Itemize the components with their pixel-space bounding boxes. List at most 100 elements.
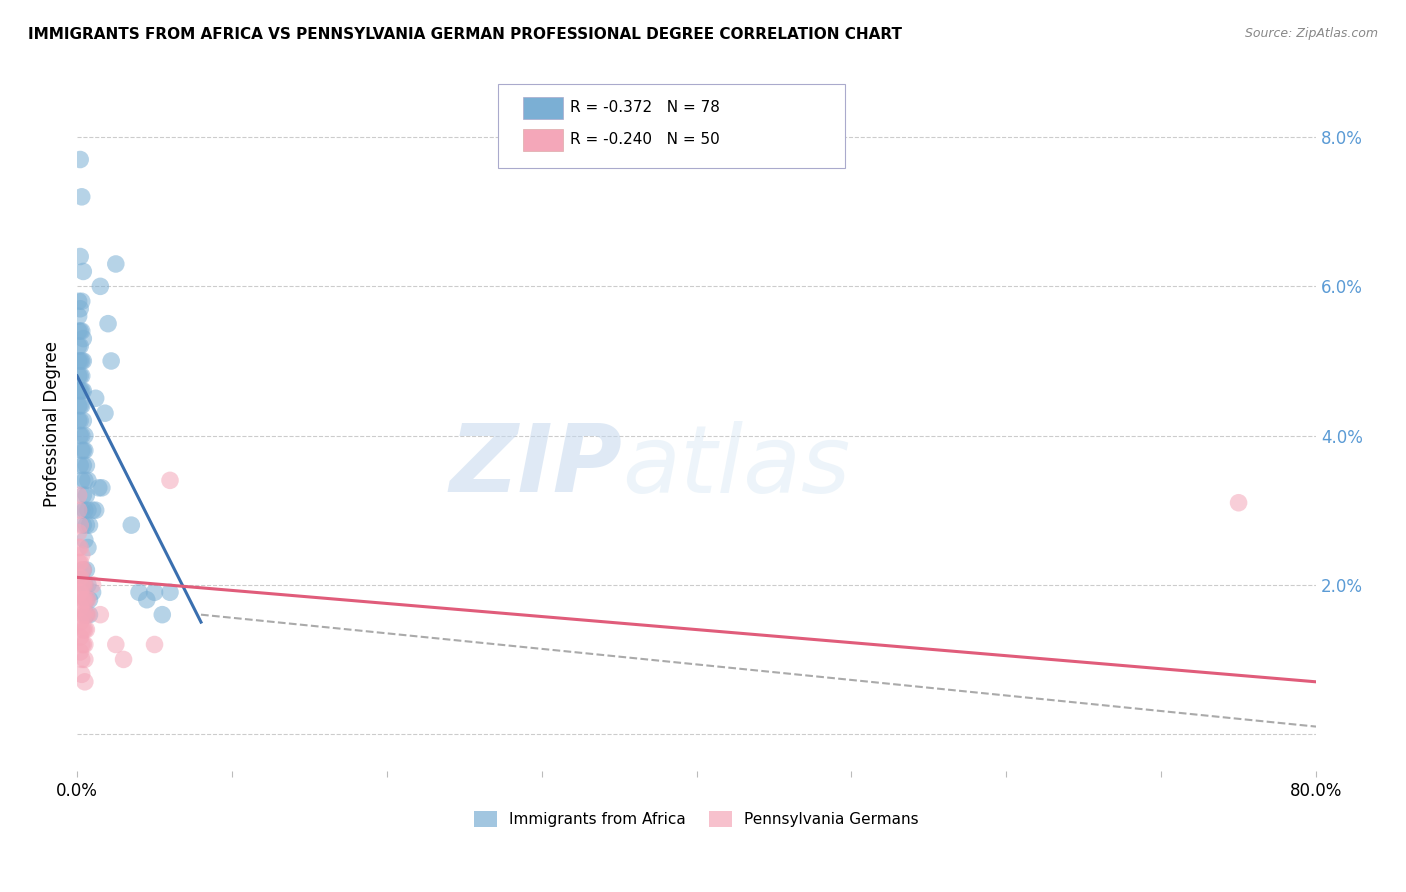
- Point: [70, 190, 93, 204]
- Point: [77, 541, 100, 555]
- Point: [75, 607, 97, 622]
- Point: [69, 250, 91, 264]
- Point: [82, 503, 104, 517]
- Point: [77, 503, 100, 517]
- Point: [70, 592, 93, 607]
- Point: [70, 607, 93, 622]
- Point: [75, 607, 97, 622]
- Point: [72, 563, 94, 577]
- Point: [82, 585, 104, 599]
- Point: [73, 428, 96, 442]
- Point: [75, 592, 97, 607]
- Point: [75, 518, 97, 533]
- Point: [72, 443, 94, 458]
- Point: [104, 257, 127, 271]
- Point: [67, 384, 90, 398]
- Point: [120, 518, 142, 533]
- Point: [73, 592, 96, 607]
- Point: [143, 585, 166, 599]
- Point: [70, 384, 93, 398]
- Point: [112, 652, 135, 666]
- Point: [90, 481, 112, 495]
- Point: [1227, 496, 1250, 510]
- Point: [77, 592, 100, 607]
- Point: [70, 443, 93, 458]
- Point: [72, 264, 94, 278]
- Point: [75, 623, 97, 637]
- Point: [69, 615, 91, 629]
- Point: [69, 585, 91, 599]
- Point: [70, 667, 93, 681]
- Point: [72, 488, 94, 502]
- Point: [89, 279, 111, 293]
- Point: [70, 399, 93, 413]
- Point: [67, 570, 90, 584]
- Point: [67, 503, 90, 517]
- Point: [75, 488, 97, 502]
- Text: ZIP: ZIP: [450, 420, 623, 512]
- Point: [73, 674, 96, 689]
- Point: [72, 578, 94, 592]
- Point: [67, 294, 90, 309]
- Point: [77, 607, 100, 622]
- Point: [67, 525, 90, 540]
- Point: [72, 414, 94, 428]
- Point: [72, 607, 94, 622]
- Point: [70, 623, 93, 637]
- Point: [69, 301, 91, 316]
- Point: [67, 414, 90, 428]
- Point: [73, 578, 96, 592]
- Point: [69, 556, 91, 570]
- Point: [67, 488, 90, 502]
- Point: [82, 578, 104, 592]
- Point: [72, 332, 94, 346]
- Point: [84, 392, 107, 406]
- Point: [67, 339, 90, 353]
- Point: [77, 474, 100, 488]
- Point: [70, 578, 93, 592]
- Point: [89, 607, 111, 622]
- Point: [67, 324, 90, 338]
- Point: [72, 623, 94, 637]
- Point: [72, 592, 94, 607]
- Point: [143, 638, 166, 652]
- Point: [104, 638, 127, 652]
- Point: [70, 324, 93, 338]
- Point: [72, 384, 94, 398]
- Point: [97, 317, 120, 331]
- Point: [100, 354, 122, 368]
- Point: [77, 578, 100, 592]
- Point: [69, 399, 91, 413]
- Point: [67, 556, 90, 570]
- Point: [69, 368, 91, 383]
- Point: [72, 518, 94, 533]
- Point: [72, 563, 94, 577]
- Point: [128, 585, 150, 599]
- FancyBboxPatch shape: [498, 85, 845, 168]
- Text: IMMIGRANTS FROM AFRICA VS PENNSYLVANIA GERMAN PROFESSIONAL DEGREE CORRELATION CH: IMMIGRANTS FROM AFRICA VS PENNSYLVANIA G…: [28, 27, 903, 42]
- Point: [67, 585, 90, 599]
- Point: [94, 406, 117, 420]
- Point: [69, 153, 91, 167]
- Point: [69, 384, 91, 398]
- Point: [150, 607, 173, 622]
- Point: [73, 474, 96, 488]
- Point: [73, 652, 96, 666]
- Point: [69, 414, 91, 428]
- Point: [67, 354, 90, 368]
- Point: [73, 503, 96, 517]
- Point: [69, 570, 91, 584]
- Point: [79, 592, 101, 607]
- Point: [69, 324, 91, 338]
- Point: [87, 481, 110, 495]
- Point: [69, 630, 91, 644]
- Text: Source: ZipAtlas.com: Source: ZipAtlas.com: [1244, 27, 1378, 40]
- Point: [69, 458, 91, 473]
- Point: [69, 600, 91, 615]
- Text: atlas: atlas: [623, 420, 851, 511]
- Point: [73, 623, 96, 637]
- Point: [73, 607, 96, 622]
- Point: [84, 503, 107, 517]
- Point: [69, 354, 91, 368]
- Point: [73, 443, 96, 458]
